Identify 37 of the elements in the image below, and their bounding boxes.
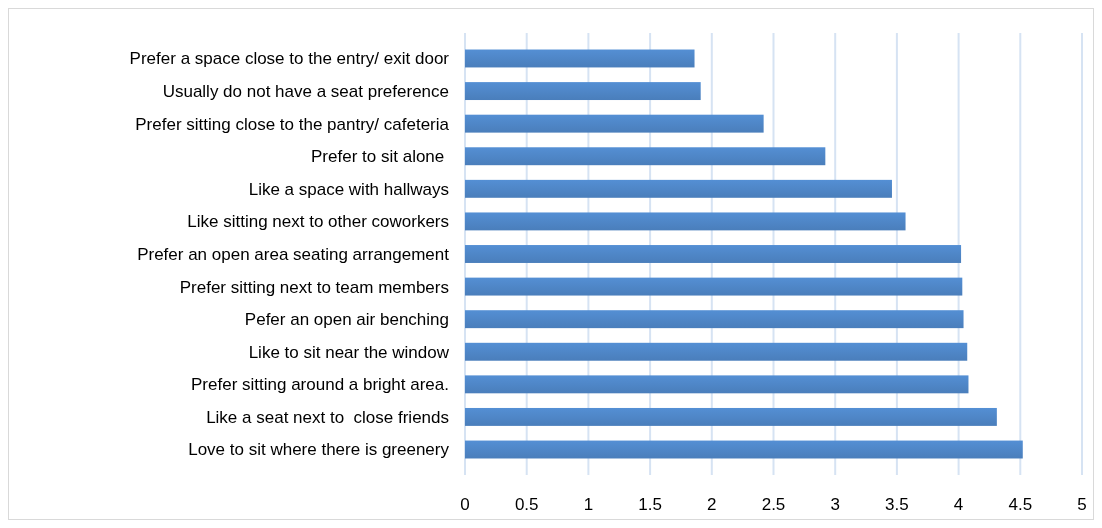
y-tick-label: Like to sit near the window: [248, 342, 450, 362]
bar: [465, 440, 1023, 459]
bar: [465, 342, 968, 361]
bar: [465, 245, 962, 263]
x-tick-label: 4.5: [1008, 495, 1033, 514]
bar: [465, 407, 997, 426]
y-tick-label: Like a seat next to close friends: [206, 407, 449, 427]
y-tick-label: Prefer sitting next to team members: [179, 277, 449, 297]
x-tick-label: 5: [1077, 495, 1087, 514]
bar: [465, 147, 826, 166]
x-tick-label: 2.5: [761, 495, 786, 514]
y-tick-label: Love to sit where there is greenery: [188, 440, 450, 460]
x-tick-label: 0: [460, 495, 470, 514]
bar: [465, 49, 695, 68]
bar: [465, 82, 701, 101]
y-tick-label: Like sitting next to other coworkers: [187, 212, 449, 232]
bar: [465, 375, 969, 394]
bar: [465, 114, 764, 133]
x-tick-label: 4: [953, 495, 964, 514]
x-tick-label: 1: [583, 495, 594, 514]
y-tick-label: Usually do not have a seat preference: [162, 82, 449, 102]
bar: [465, 212, 906, 231]
y-tick-label: Prefer a space close to the entry/ exit door: [129, 49, 450, 69]
x-tick-label: 1.5: [638, 495, 662, 514]
y-tick-label: Like a space with hallways: [248, 179, 449, 199]
y-tick-label: Prefer sitting close to the pantry/ cafeteria: [135, 114, 450, 134]
bar: [465, 277, 963, 296]
y-tick-label: Prefer sitting around a bright area.: [191, 375, 449, 395]
x-tick-label: 3.5: [885, 495, 909, 514]
y-tick-label: Prefer an open area seating arrangement: [137, 244, 450, 264]
y-tick-label: Pefer an open air benching: [244, 310, 449, 330]
x-tick-label: 2: [707, 495, 717, 514]
y-tick-label: Prefer to sit alone: [311, 147, 449, 167]
x-tick-label: 0.5: [514, 495, 539, 514]
bar: [465, 310, 964, 329]
bar: [465, 179, 892, 198]
x-tick-label: 3: [830, 495, 840, 514]
